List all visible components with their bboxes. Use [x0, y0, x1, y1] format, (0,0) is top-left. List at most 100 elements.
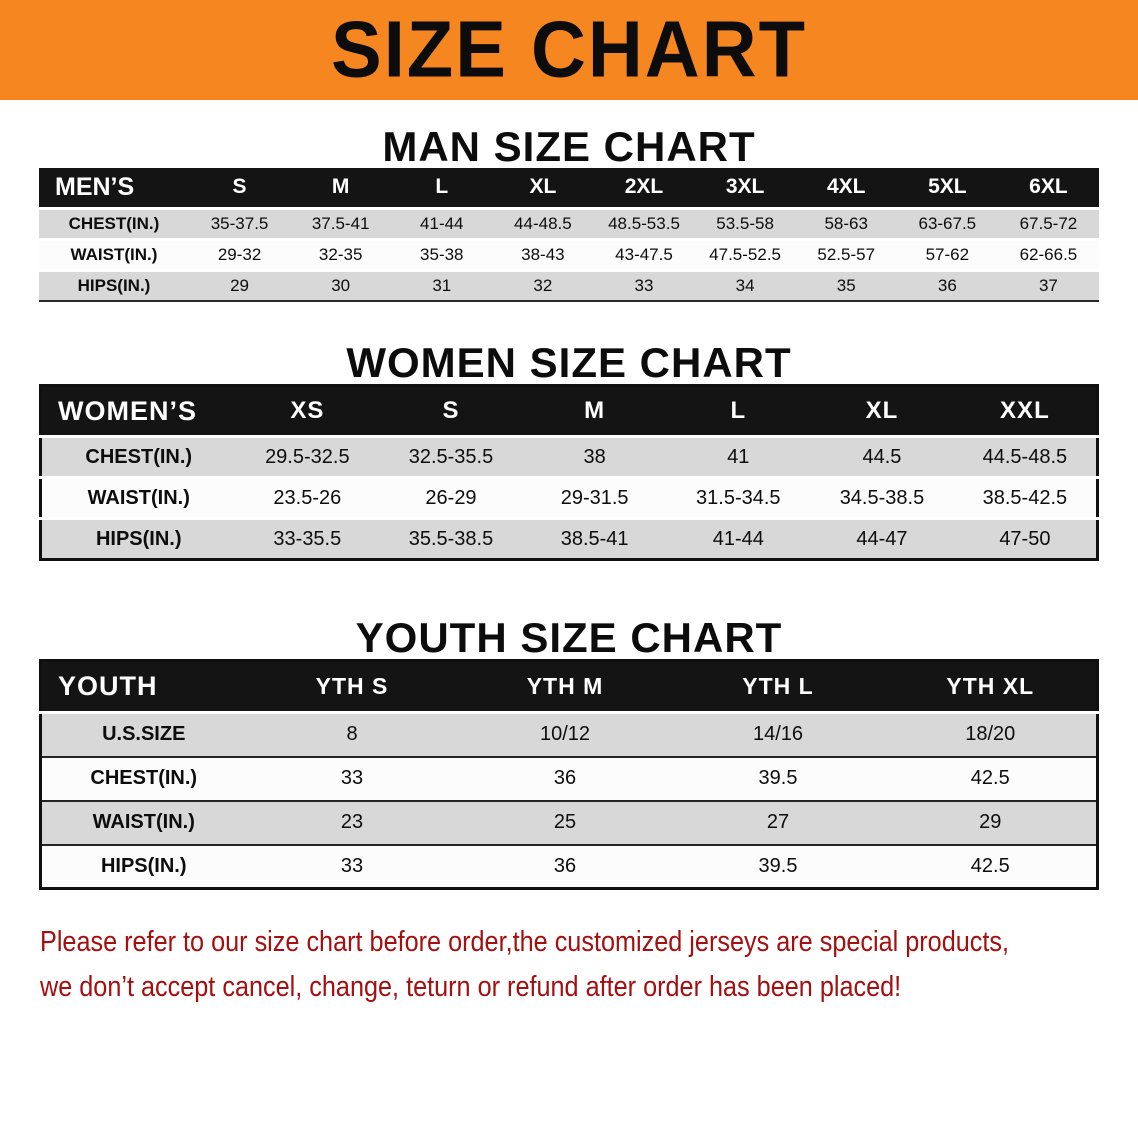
value-cell: 29-32	[189, 239, 291, 272]
size-column-header: YTH S	[245, 660, 459, 714]
row-label-cell: U.S.SIZE	[40, 712, 246, 758]
value-cell: 36	[458, 756, 672, 802]
size-column-header: XL	[810, 385, 954, 438]
value-cell: 31.5-34.5	[666, 477, 811, 520]
value-cell: 58-63	[795, 208, 897, 241]
value-cell: 53.5-58	[694, 208, 796, 241]
row-label-cell: WAIST(IN.)	[40, 800, 246, 846]
value-cell: 35-37.5	[189, 208, 291, 241]
value-cell: 48.5-53.5	[593, 208, 695, 241]
value-cell: 63-67.5	[896, 208, 998, 241]
row-label-cell: CHEST(IN.)	[40, 756, 246, 802]
value-cell: 35.5-38.5	[379, 518, 523, 560]
value-cell: 35-38	[391, 239, 493, 272]
table-title-cell: YOUTH	[40, 660, 246, 714]
table-row: CHEST(IN.) 33 36 39.5 42.5	[40, 756, 1098, 802]
value-cell: 33	[593, 270, 695, 301]
value-cell: 38.5-42.5	[953, 477, 1098, 520]
value-cell: 31	[391, 270, 493, 301]
value-cell: 41	[666, 436, 811, 479]
value-cell: 44.5	[810, 436, 954, 479]
value-cell: 39.5	[671, 756, 885, 802]
row-label-cell: WAIST(IN.)	[39, 239, 189, 272]
row-label-cell: CHEST(IN.)	[40, 436, 236, 479]
table-header-row: WOMEN’S XS S M L XL XXL	[40, 385, 1098, 438]
value-cell: 52.5-57	[795, 239, 897, 272]
note-line-1: Please refer to our size chart before or…	[40, 926, 1010, 958]
size-column-header: 5XL	[896, 168, 998, 210]
size-column-header: XS	[235, 385, 380, 438]
value-cell: 47.5-52.5	[694, 239, 796, 272]
table-row: CHEST(IN.) 35-37.5 37.5-41 41-44 44-48.5 48.5…	[39, 208, 1099, 241]
value-cell: 44-48.5	[492, 208, 594, 241]
size-column-header: S	[189, 168, 291, 210]
value-cell: 37	[997, 270, 1099, 301]
size-column-header: XXL	[953, 385, 1098, 438]
footer-note: Please refer to our size chart before or…	[40, 920, 1138, 1010]
women-size-table: WOMEN’S XS S M L XL XXL CHEST(IN.) 29.5-32.5 32.5…	[39, 384, 1099, 561]
size-column-header: L	[391, 168, 493, 210]
value-cell: 38	[522, 436, 667, 479]
table-header-row: YOUTH YTH S YTH M YTH L YTH XL	[40, 660, 1098, 714]
value-cell: 41-44	[666, 518, 811, 560]
value-cell: 38-43	[492, 239, 594, 272]
table-title-cell: MEN’S	[39, 168, 189, 210]
table-row: WAIST(IN.) 29-32 32-35 35-38 38-43 43-47.5 47.…	[39, 239, 1099, 272]
youth-section-heading: YOUTH SIZE CHART	[355, 614, 783, 661]
value-cell: 36	[458, 844, 672, 889]
note-line-2: we don’t accept cancel, change, teturn o…	[40, 970, 902, 1003]
value-cell: 44-47	[810, 518, 954, 560]
row-label-cell: HIPS(IN.)	[40, 844, 246, 889]
banner: SIZE CHART	[0, 0, 1138, 100]
value-cell: 62-66.5	[997, 239, 1099, 272]
size-column-header: 3XL	[694, 168, 796, 210]
value-cell: 43-47.5	[593, 239, 695, 272]
table-row: HIPS(IN.) 33-35.5 35.5-38.5 38.5-41 41-44 44-…	[40, 518, 1098, 560]
value-cell: 29.5-32.5	[235, 436, 380, 479]
value-cell: 37.5-41	[290, 208, 392, 241]
value-cell: 25	[458, 800, 672, 846]
size-column-header: M	[522, 385, 667, 438]
size-column-header: S	[379, 385, 523, 438]
size-column-header: XL	[492, 168, 594, 210]
row-label-cell: CHEST(IN.)	[39, 208, 189, 241]
value-cell: 30	[290, 270, 392, 301]
value-cell: 57-62	[896, 239, 998, 272]
value-cell: 32	[492, 270, 594, 301]
value-cell: 26-29	[379, 477, 523, 520]
value-cell: 29	[884, 800, 1098, 846]
size-column-header: L	[666, 385, 811, 438]
table-row: HIPS(IN.) 33 36 39.5 42.5	[40, 844, 1098, 889]
value-cell: 34	[694, 270, 796, 301]
value-cell: 42.5	[884, 756, 1098, 802]
value-cell: 42.5	[884, 844, 1098, 889]
women-size-section: WOMEN SIZE CHART WOMEN’S XS S M L XL XXL CHEST(…	[0, 342, 1138, 561]
value-cell: 18/20	[884, 712, 1098, 758]
youth-size-section: YOUTH SIZE CHART YOUTH YTH S YTH M YTH L YTH…	[0, 617, 1138, 890]
value-cell: 27	[671, 800, 885, 846]
value-cell: 38.5-41	[522, 518, 667, 560]
value-cell: 33	[245, 844, 459, 889]
value-cell: 32-35	[290, 239, 392, 272]
table-row: CHEST(IN.) 29.5-32.5 32.5-35.5 38 41 44.5 44.5…	[40, 436, 1098, 479]
row-label-cell: HIPS(IN.)	[39, 270, 189, 301]
men-section-heading: MAN SIZE CHART	[382, 123, 756, 170]
size-column-header: 4XL	[795, 168, 897, 210]
value-cell: 44.5-48.5	[953, 436, 1098, 479]
size-column-header: 2XL	[593, 168, 695, 210]
row-label-cell: HIPS(IN.)	[40, 518, 236, 560]
table-row: HIPS(IN.) 29 30 31 32 33 34 35 36 37	[39, 270, 1099, 301]
value-cell: 41-44	[391, 208, 493, 241]
value-cell: 14/16	[671, 712, 885, 758]
table-title-cell: WOMEN’S	[40, 385, 236, 438]
value-cell: 33-35.5	[235, 518, 380, 560]
women-section-heading: WOMEN SIZE CHART	[346, 339, 792, 386]
table-row: WAIST(IN.) 23.5-26 26-29 29-31.5 31.5-34.5 34…	[40, 477, 1098, 520]
table-row: WAIST(IN.) 23 25 27 29	[40, 800, 1098, 846]
youth-size-table: YOUTH YTH S YTH M YTH L YTH XL U.S.SIZE 8 10/12…	[39, 659, 1099, 890]
value-cell: 33	[245, 756, 459, 802]
value-cell: 32.5-35.5	[379, 436, 523, 479]
value-cell: 35	[795, 270, 897, 301]
size-column-header: YTH L	[671, 660, 885, 714]
